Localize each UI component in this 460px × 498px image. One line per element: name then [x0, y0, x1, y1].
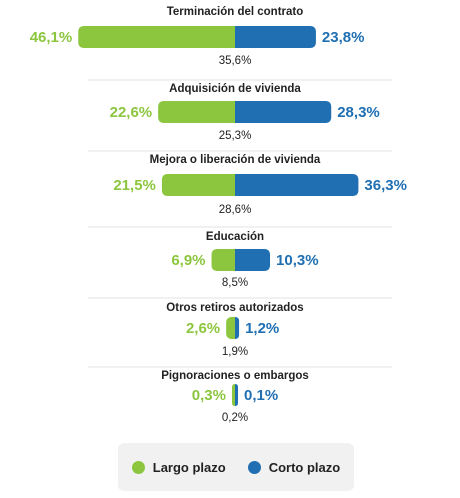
category-label-cat-6: Pignoraciones o embargos — [161, 370, 309, 382]
data-label-largo-plazo-cat-3: 21,5% — [113, 177, 156, 194]
legend-label-corto-plazo: Corto plazo — [268, 459, 341, 475]
category-label-cat-4: Educación — [206, 231, 264, 243]
bar-largo-plazo-cat-1 — [78, 26, 235, 48]
bar-largo-plazo-cat-5 — [226, 317, 235, 339]
total-label-cat-4: 8,5% — [222, 277, 248, 289]
data-label-corto-plazo-cat-5: 1,2% — [245, 320, 279, 337]
data-label-largo-plazo-cat-2: 22,6% — [110, 104, 153, 121]
legend-label-largo-plazo: Largo plazo — [152, 459, 226, 475]
total-label-cat-5: 1,9% — [222, 346, 248, 358]
legend-item-corto-plazo: Corto plazo — [247, 459, 341, 475]
data-label-corto-plazo-cat-2: 28,3% — [337, 104, 380, 121]
total-label-cat-2: 25,3% — [219, 130, 252, 142]
legend: Largo plazo Corto plazo — [118, 443, 354, 491]
legend-swatch-largo-plazo — [131, 460, 145, 474]
total-label-cat-6: 0,2% — [222, 412, 248, 424]
data-label-largo-plazo-cat-4: 6,9% — [171, 252, 205, 269]
bar-largo-plazo-cat-6 — [232, 384, 235, 406]
legend-item-largo-plazo: Largo plazo — [131, 459, 226, 475]
bar-corto-plazo-cat-5 — [235, 317, 240, 339]
bar-largo-plazo-cat-4 — [211, 249, 235, 271]
bar-corto-plazo-cat-1 — [235, 26, 316, 48]
category-label-cat-5: Otros retiros autorizados — [166, 302, 303, 314]
legend-swatch-corto-plazo — [247, 460, 261, 474]
diverging-bar-chart: Terminación del contrato 46,1% 23,8% 35,6% A… — [30, 6, 407, 424]
bar-corto-plazo-cat-4 — [235, 249, 271, 271]
data-label-corto-plazo-cat-6: 0,1% — [244, 387, 278, 404]
data-label-corto-plazo-cat-4: 10,3% — [276, 252, 319, 269]
data-label-largo-plazo-cat-1: 46,1% — [30, 29, 73, 46]
bar-corto-plazo-cat-2 — [235, 101, 332, 123]
category-label-cat-2: Adquisición de vivienda — [169, 83, 301, 95]
bar-corto-plazo-cat-3 — [235, 174, 359, 196]
total-label-cat-1: 35,6% — [219, 55, 252, 67]
data-label-corto-plazo-cat-3: 36,3% — [364, 177, 407, 194]
data-label-largo-plazo-cat-6: 0,3% — [192, 387, 226, 404]
category-label-cat-1: Terminación del contrato — [167, 6, 304, 18]
bar-corto-plazo-cat-6 — [235, 384, 238, 406]
data-label-largo-plazo-cat-5: 2,6% — [186, 320, 220, 337]
bar-largo-plazo-cat-2 — [158, 101, 235, 123]
total-label-cat-3: 28,6% — [219, 204, 252, 216]
data-label-corto-plazo-cat-1: 23,8% — [322, 29, 365, 46]
category-label-cat-3: Mejora o liberación de vivienda — [150, 154, 321, 166]
bar-largo-plazo-cat-3 — [161, 174, 235, 196]
